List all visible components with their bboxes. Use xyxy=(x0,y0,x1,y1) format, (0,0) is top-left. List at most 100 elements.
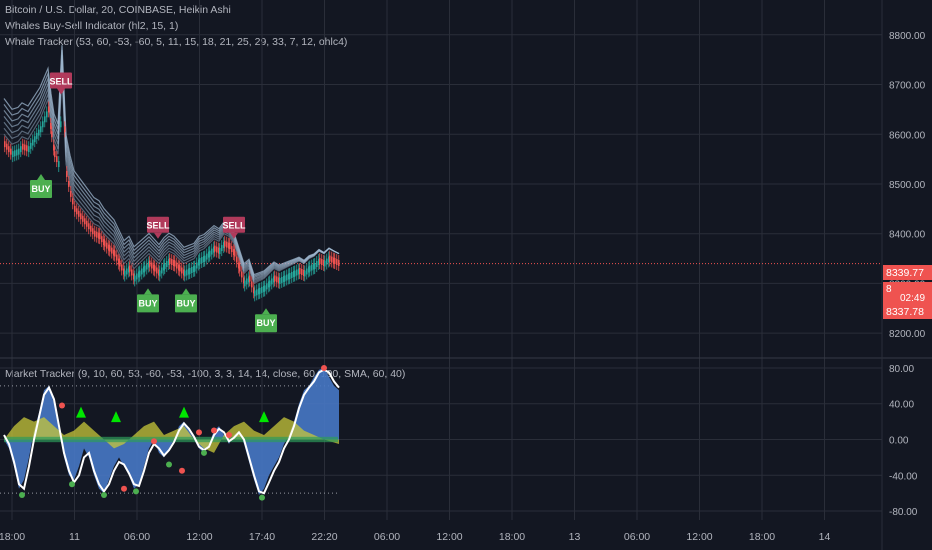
candle-body xyxy=(259,287,261,294)
candle-body xyxy=(14,150,16,157)
candle-body xyxy=(336,259,338,266)
candle-body xyxy=(124,270,126,277)
wave-area xyxy=(4,367,339,495)
candle-body xyxy=(234,250,236,257)
candle-body xyxy=(4,141,6,148)
zero-band xyxy=(4,436,338,443)
price-tick-label: 8200.00 xyxy=(889,329,926,340)
candle-body xyxy=(34,136,36,143)
candle-body xyxy=(104,240,106,247)
candle-body xyxy=(266,283,268,290)
ma-ribbon-line xyxy=(3,45,340,276)
oscillator-dot xyxy=(179,467,185,474)
candle-body xyxy=(166,261,168,268)
candle-body xyxy=(311,264,313,271)
ma-ribbon-line xyxy=(3,74,340,285)
candle-body xyxy=(48,106,50,113)
candle-body xyxy=(174,260,176,267)
sell-signal-label: SELL xyxy=(49,77,73,87)
candle-body xyxy=(338,260,340,267)
candle-body xyxy=(324,260,326,267)
time-axis[interactable]: 18:00 11 06:00 12:00 17:40 22:20 06:00 12:00 18:… xyxy=(0,531,830,543)
candle-body xyxy=(123,268,125,275)
candle-body xyxy=(308,266,310,273)
candle-body xyxy=(213,246,215,253)
candle-body xyxy=(53,144,55,151)
candle-body xyxy=(184,270,186,277)
candle-body xyxy=(12,151,14,158)
candle-body xyxy=(40,126,42,133)
candle-body xyxy=(58,161,60,168)
candle-body xyxy=(143,266,145,273)
candle-body xyxy=(236,256,238,263)
oscillator-tick-label: 40.00 xyxy=(889,400,914,411)
candle-body xyxy=(224,240,226,247)
candle-body xyxy=(199,258,201,265)
candle-body xyxy=(274,275,276,282)
candle-body xyxy=(204,255,206,262)
candle-body xyxy=(201,257,203,264)
candle-body xyxy=(161,267,163,274)
candle-body xyxy=(279,277,281,284)
candle-body xyxy=(238,262,240,269)
candle-body xyxy=(243,277,245,284)
time-tick-label: 11 xyxy=(69,531,80,543)
candle-body xyxy=(66,171,68,178)
time-tick-label: 17:40 xyxy=(249,531,275,543)
indicator-legend-whales-buy-sell: Whales Buy-Sell Indicator (hl2, 15, 1) xyxy=(5,20,179,32)
sell-signal-label: SELL xyxy=(146,221,170,231)
oscillator-tick-label: -80.00 xyxy=(889,507,918,518)
oscillator-dot xyxy=(133,488,139,495)
candle-body xyxy=(6,143,8,150)
candle-body xyxy=(228,242,230,249)
candle-body xyxy=(288,273,290,280)
price-tick-label: 8800.00 xyxy=(889,31,926,42)
candle-body xyxy=(101,236,103,243)
candle-body xyxy=(203,256,205,263)
candle-body xyxy=(194,265,196,272)
countdown-tag: 8 02:49 xyxy=(883,282,932,304)
oscillator-dot xyxy=(121,485,127,492)
momentum-area xyxy=(4,417,339,453)
candle-body xyxy=(90,225,92,232)
oscillator-axis[interactable]: -80.00 -40.00 0.00 40.00 80.00 xyxy=(889,364,918,518)
candle-body xyxy=(196,262,198,269)
sell-signal-pointer xyxy=(230,232,238,239)
oscillator-pane xyxy=(0,364,340,501)
candle-body xyxy=(78,210,80,217)
time-tick-label: 14 xyxy=(819,531,831,543)
sell-signal: SELL xyxy=(49,72,73,95)
oscillator-dot xyxy=(259,494,265,501)
candle-body xyxy=(44,116,46,123)
candle-body xyxy=(128,266,130,273)
candle-body xyxy=(32,139,34,146)
candle-body xyxy=(246,278,248,285)
countdown-tag-price: 8 xyxy=(886,284,892,295)
candle-body xyxy=(278,277,280,284)
candle-body xyxy=(72,198,74,205)
sell-signal-label: SELL xyxy=(222,221,246,231)
candle-body xyxy=(114,250,116,257)
candle-body xyxy=(189,268,191,274)
candle-body xyxy=(70,190,72,197)
candle-body xyxy=(318,259,320,266)
candle-body xyxy=(303,269,305,276)
candle-body xyxy=(133,273,135,280)
candle-body xyxy=(169,258,171,265)
candle-body xyxy=(8,146,10,153)
buy-signal: BUY xyxy=(30,173,52,198)
candle-body xyxy=(263,285,265,292)
candle-body xyxy=(146,263,148,270)
candle-body xyxy=(191,267,193,273)
sell-signal: SELL xyxy=(222,216,246,239)
oscillator-dot xyxy=(101,491,107,498)
candle-body xyxy=(264,285,266,292)
candle-body xyxy=(284,275,286,282)
candle-body xyxy=(111,247,113,254)
candle-body xyxy=(113,249,115,256)
sell-signal-pointer xyxy=(57,88,65,95)
oscillator-dot xyxy=(226,432,232,439)
candle-body xyxy=(241,271,243,278)
oscillator-buy-triangle xyxy=(76,406,86,418)
